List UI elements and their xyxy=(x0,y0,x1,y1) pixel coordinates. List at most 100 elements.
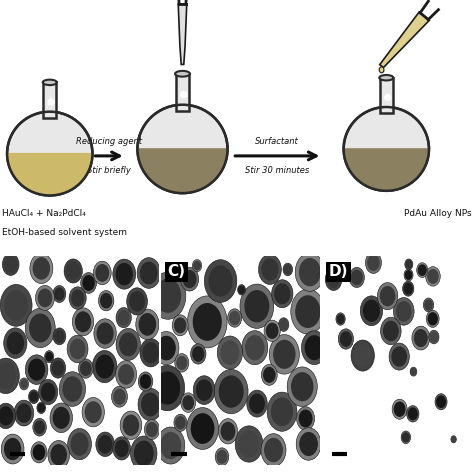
Circle shape xyxy=(305,336,323,359)
Circle shape xyxy=(81,362,91,375)
Circle shape xyxy=(71,433,88,455)
Circle shape xyxy=(172,315,188,336)
Circle shape xyxy=(176,417,185,429)
Circle shape xyxy=(355,345,371,366)
Ellipse shape xyxy=(379,75,393,81)
Circle shape xyxy=(155,372,180,404)
Circle shape xyxy=(392,399,407,419)
Circle shape xyxy=(116,361,137,388)
Text: PdAu Alloy NPs: PdAu Alloy NPs xyxy=(404,210,472,219)
Polygon shape xyxy=(380,12,429,68)
Circle shape xyxy=(291,289,325,334)
Circle shape xyxy=(245,291,269,322)
Circle shape xyxy=(116,328,140,360)
Circle shape xyxy=(297,407,315,430)
Circle shape xyxy=(194,261,201,270)
Circle shape xyxy=(5,257,17,272)
Circle shape xyxy=(209,266,232,296)
Circle shape xyxy=(351,340,374,371)
Circle shape xyxy=(394,402,405,416)
Circle shape xyxy=(99,291,114,311)
Circle shape xyxy=(215,448,229,466)
Circle shape xyxy=(83,276,94,290)
Circle shape xyxy=(1,434,24,464)
Circle shape xyxy=(250,394,264,413)
Circle shape xyxy=(338,329,354,349)
Circle shape xyxy=(19,378,28,390)
Circle shape xyxy=(239,286,244,293)
Circle shape xyxy=(389,343,410,370)
Circle shape xyxy=(246,336,264,360)
Circle shape xyxy=(81,273,97,293)
Text: Surfactant: Surfactant xyxy=(255,137,299,146)
Circle shape xyxy=(118,310,129,325)
Circle shape xyxy=(35,421,44,433)
Circle shape xyxy=(214,369,248,414)
Circle shape xyxy=(135,441,153,465)
Circle shape xyxy=(0,358,19,393)
Text: HAuCl₄ + Na₂PdCl₄: HAuCl₄ + Na₂PdCl₄ xyxy=(2,210,86,219)
Circle shape xyxy=(93,261,111,285)
Circle shape xyxy=(82,398,104,427)
Circle shape xyxy=(193,347,204,361)
Circle shape xyxy=(404,269,413,281)
Circle shape xyxy=(381,317,401,345)
Circle shape xyxy=(423,298,434,312)
Circle shape xyxy=(340,332,351,346)
Circle shape xyxy=(146,422,157,437)
Circle shape xyxy=(28,390,39,403)
Circle shape xyxy=(54,408,69,428)
Circle shape xyxy=(300,259,320,286)
Circle shape xyxy=(155,279,181,312)
Circle shape xyxy=(267,392,297,431)
Circle shape xyxy=(426,267,440,286)
Circle shape xyxy=(352,270,362,284)
Text: Stir 30 minutes: Stir 30 minutes xyxy=(245,166,310,175)
Circle shape xyxy=(130,436,157,471)
Circle shape xyxy=(0,403,16,428)
Circle shape xyxy=(38,289,52,307)
Circle shape xyxy=(138,372,153,391)
Circle shape xyxy=(140,338,162,367)
Circle shape xyxy=(247,390,267,417)
Circle shape xyxy=(274,340,295,368)
Circle shape xyxy=(296,296,320,328)
Circle shape xyxy=(116,264,132,285)
Circle shape xyxy=(272,398,292,425)
Circle shape xyxy=(283,263,292,276)
Circle shape xyxy=(415,330,427,346)
Ellipse shape xyxy=(175,71,190,77)
Circle shape xyxy=(437,396,445,408)
Circle shape xyxy=(405,259,413,270)
Circle shape xyxy=(2,254,19,275)
Circle shape xyxy=(119,365,134,384)
Circle shape xyxy=(85,402,101,422)
Circle shape xyxy=(154,331,179,365)
Ellipse shape xyxy=(43,80,57,85)
Circle shape xyxy=(0,284,32,326)
Circle shape xyxy=(50,358,66,378)
Circle shape xyxy=(411,368,416,375)
Circle shape xyxy=(36,285,55,310)
Wedge shape xyxy=(344,149,428,191)
Circle shape xyxy=(14,400,34,426)
Circle shape xyxy=(430,332,438,342)
Circle shape xyxy=(407,406,419,422)
Circle shape xyxy=(75,312,91,332)
Circle shape xyxy=(94,319,116,348)
Text: D): D) xyxy=(328,264,348,279)
Circle shape xyxy=(392,347,406,366)
Circle shape xyxy=(228,309,242,327)
Circle shape xyxy=(191,344,206,364)
Circle shape xyxy=(409,408,417,419)
Circle shape xyxy=(428,313,437,325)
Circle shape xyxy=(174,414,187,431)
Circle shape xyxy=(452,437,456,442)
Circle shape xyxy=(96,264,109,281)
Circle shape xyxy=(405,271,412,279)
Circle shape xyxy=(55,330,64,342)
Circle shape xyxy=(269,335,300,374)
Circle shape xyxy=(150,365,185,411)
Circle shape xyxy=(192,260,202,272)
Circle shape xyxy=(97,323,113,344)
